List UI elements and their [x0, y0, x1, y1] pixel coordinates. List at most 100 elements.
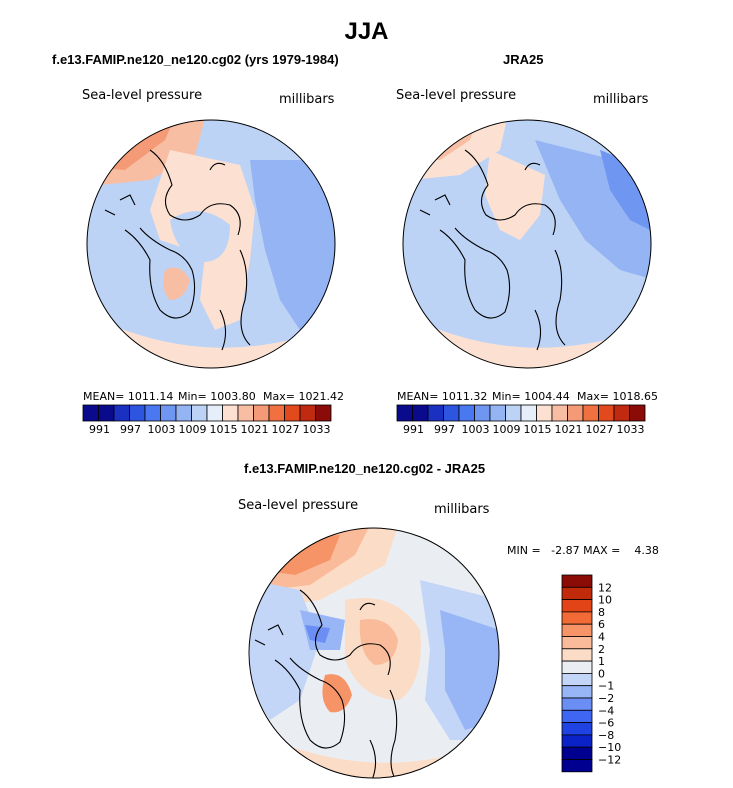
panel-3-units: millibars [434, 502, 490, 517]
colorbar-tick-label: 8 [598, 606, 605, 619]
colorbar-tick-label: 1021 [241, 423, 269, 436]
colorbar-swatch [396, 404, 413, 422]
colorbar-swatch [191, 404, 208, 422]
colorbar-swatch [536, 404, 553, 422]
colorbar-tick-label: 1027 [586, 423, 614, 436]
colorbar-swatch [175, 404, 192, 422]
panel-2-map [402, 119, 652, 369]
panel-1-min: Min= 1003.80 [178, 390, 256, 403]
panel-2-min: Min= 1004.44 [492, 390, 570, 403]
colorbar-tick-label: −2 [598, 692, 614, 705]
colorbar-tick-label: 10 [598, 594, 612, 607]
colorbar-swatch [284, 404, 301, 422]
colorbar-swatch [582, 404, 599, 422]
colorbar-swatch [520, 404, 537, 422]
colorbar-tick-label: 1009 [493, 423, 521, 436]
colorbar-swatch [561, 660, 593, 674]
panel-3-title: f.e13.FAMIP.ne120_ne120.cg02 - JRA25 [244, 461, 486, 476]
colorbar-swatch [82, 404, 99, 422]
colorbar-swatch [561, 746, 593, 760]
panel-2-field-label: Sea-level pressure [396, 88, 517, 103]
colorbar-swatch [129, 404, 146, 422]
colorbar-swatch [458, 404, 475, 422]
colorbar-tick-label: 1 [598, 655, 605, 668]
colorbar-swatch [551, 404, 568, 422]
panel-3-minmax: MIN = -2.87 MAX = 4.38 [507, 544, 659, 557]
colorbar-swatch [561, 599, 593, 613]
colorbar-tick-label: −6 [598, 717, 614, 730]
colorbar-swatch [160, 404, 177, 422]
colorbar-swatch [412, 404, 429, 422]
colorbar-swatch [113, 404, 130, 422]
main-title: JJA [344, 18, 389, 45]
colorbar-swatch [443, 404, 460, 422]
colorbar-swatch [222, 404, 239, 422]
panel-2-title: JRA25 [503, 52, 544, 67]
colorbar-tick-label: 1027 [272, 423, 300, 436]
colorbar-tick-label: 997 [120, 423, 141, 436]
colorbar-swatch [561, 697, 593, 711]
colorbar-tick-label: 991 [403, 423, 424, 436]
colorbar-swatch [237, 404, 254, 422]
colorbar-swatch [561, 759, 593, 773]
colorbar-tick-label: 997 [434, 423, 455, 436]
colorbar-tick-label: −10 [598, 741, 621, 754]
colorbar-tick-label: −1 [598, 680, 614, 693]
colorbar-swatch [315, 404, 332, 422]
colorbar-tick-label: 1033 [303, 423, 331, 436]
colorbar-swatch [561, 648, 593, 662]
panel-1-colorbar: 991 997 1003 1009 1015 1021 1027 1033 [82, 404, 332, 436]
colorbar-swatch [567, 404, 584, 422]
colorbar-tick-label: 0 [598, 667, 605, 680]
colorbar-swatch [629, 404, 646, 422]
colorbar-swatch [144, 404, 161, 422]
colorbar-swatch [268, 404, 285, 422]
colorbar-swatch [561, 722, 593, 736]
colorbar-swatch [427, 404, 444, 422]
colorbar-tick-label: 1015 [210, 423, 238, 436]
colorbar-swatch [561, 586, 593, 600]
colorbar-swatch [206, 404, 223, 422]
colorbar-swatch [561, 709, 593, 723]
colorbar-swatch [561, 574, 593, 588]
colorbar-tick-label: −12 [598, 754, 621, 767]
colorbar-swatch [561, 623, 593, 637]
colorbar-swatch [561, 685, 593, 699]
colorbar-tick-label: 12 [598, 581, 612, 594]
panel-2-colorbar: 991 997 1003 1009 1015 1021 1027 1033 [396, 404, 646, 436]
panel-3-field-label: Sea-level pressure [238, 498, 359, 513]
colorbar-tick-label: 6 [598, 618, 605, 631]
colorbar-swatch [561, 734, 593, 748]
colorbar-tick-label: −4 [598, 704, 614, 717]
colorbar-swatch [561, 611, 593, 625]
colorbar-swatch [561, 636, 593, 650]
colorbar-swatch [253, 404, 270, 422]
colorbar-tick-label: 1021 [555, 423, 583, 436]
panel-1-units: millibars [279, 92, 335, 107]
panel-1-mean: MEAN= 1011.14 [83, 390, 174, 403]
colorbar-tick-label: 2 [598, 643, 605, 656]
colorbar-swatch [613, 404, 630, 422]
colorbar-swatch [505, 404, 522, 422]
colorbar-tick-label: 991 [89, 423, 110, 436]
panel-2-units: millibars [593, 92, 649, 107]
colorbar-swatch [561, 673, 593, 687]
colorbar-tick-label: 1009 [179, 423, 207, 436]
panel-1-max: Max= 1021.42 [263, 390, 344, 403]
colorbar-tick-label: 1015 [524, 423, 552, 436]
colorbar-tick-label: 4 [598, 631, 605, 644]
colorbar-swatch [598, 404, 615, 422]
colorbar-tick-label: 1003 [462, 423, 490, 436]
panel-2-mean: MEAN= 1011.32 [397, 390, 488, 403]
panel-3-map [248, 527, 500, 779]
colorbar-swatch [474, 404, 491, 422]
colorbar-swatch [98, 404, 115, 422]
colorbar-tick-label: 1003 [148, 423, 176, 436]
colorbar-tick-label: −8 [598, 729, 614, 742]
panel-1-field-label: Sea-level pressure [82, 88, 203, 103]
colorbar-tick-label: 1033 [617, 423, 645, 436]
panel-1-map [86, 119, 336, 369]
colorbar-swatch [489, 404, 506, 422]
